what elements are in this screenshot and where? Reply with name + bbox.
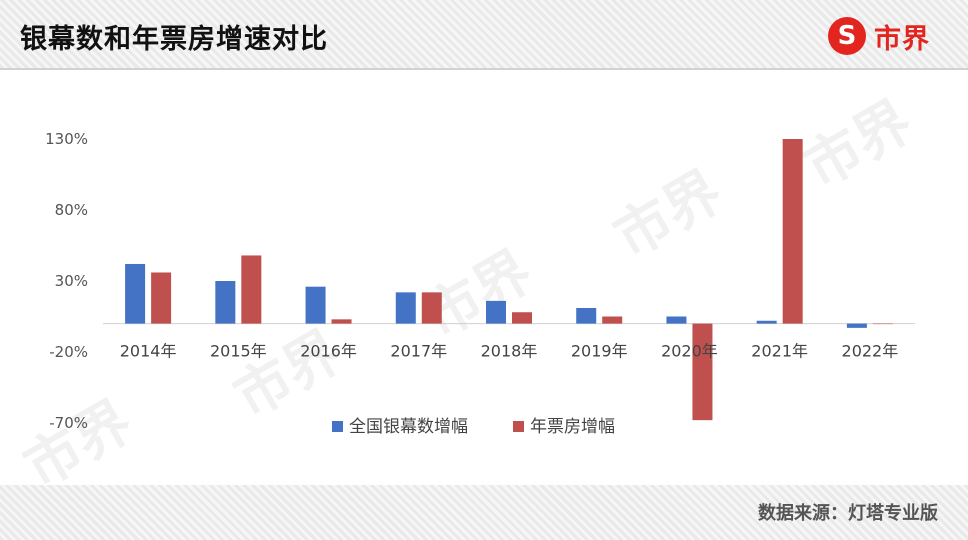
bar-boxoffice [241, 255, 262, 324]
bar-screens [215, 281, 236, 324]
brand-logo-symbol: S [837, 21, 857, 51]
bar-screens [846, 323, 867, 328]
x-category-label: 2018年 [481, 342, 538, 361]
page-title: 银幕数和年票房增速对比 [20, 24, 328, 55]
brand-logo-text: 市界 [874, 23, 930, 55]
bar-screens [486, 300, 506, 324]
y-tick-label: 30% [55, 272, 88, 290]
bar-boxoffice [331, 319, 352, 324]
bar-screens [125, 263, 146, 324]
bar-screens [395, 292, 416, 324]
x-category-label: 2015年 [210, 342, 267, 361]
x-category-label: 2019年 [571, 342, 628, 361]
legend-label: 全国银幕数增幅 [349, 417, 468, 437]
data-source-label: 数据来源：灯塔专业版 [758, 503, 938, 524]
x-category-label: 2016年 [300, 342, 357, 361]
x-category-label: 2017年 [390, 342, 447, 361]
bar-chart: -70% -20% 30% 80% 130% 2014年 2015年 2016年 2017年 20… [45, 130, 915, 437]
x-category-label: 2020年 [661, 342, 718, 361]
legend-swatch [513, 421, 524, 432]
bar-boxoffice [602, 316, 623, 324]
bar-boxoffice [692, 323, 713, 421]
bar-boxoffice [872, 323, 893, 325]
bar-boxoffice [782, 139, 803, 324]
x-category-label: 2014年 [120, 342, 177, 361]
header-bar: 银幕数和年票房增速对比 S 市界 [0, 0, 968, 70]
bar-boxoffice [151, 272, 172, 324]
bar-screens [666, 316, 687, 324]
bar-boxoffice [421, 292, 442, 324]
y-tick-label: 130% [45, 130, 88, 148]
bar-screens [305, 286, 326, 324]
x-category-label: 2022年 [842, 342, 899, 361]
y-tick-label: -20% [49, 343, 88, 361]
bar-screens [756, 320, 777, 324]
legend-label: 年票房增幅 [530, 417, 615, 437]
legend-swatch [332, 421, 343, 432]
y-tick-label: -70% [49, 414, 88, 432]
bar-boxoffice [512, 312, 532, 324]
bar-screens [576, 307, 597, 324]
brand-logo: S 市界 [828, 16, 930, 56]
footer-bar: 数据来源：灯塔专业版 [0, 485, 968, 540]
x-category-label: 2021年 [751, 342, 808, 361]
y-tick-label: 80% [55, 201, 88, 219]
brand-logo-icon: S [828, 17, 866, 55]
